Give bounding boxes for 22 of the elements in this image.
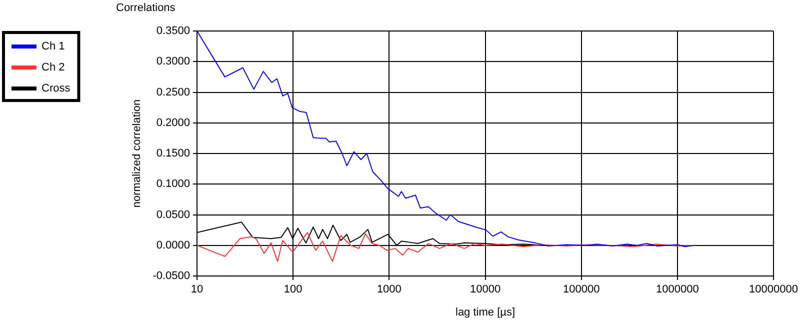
x-axis-title: lag time [µs] [456,306,516,318]
y-tick-label: 0.0500 [156,208,190,221]
legend-label: Ch 1 [42,40,65,53]
x-tick-label: 10 [190,284,204,296]
legend-label: Ch 2 [42,62,65,74]
chart-title: Correlations [116,2,176,14]
x-tick-label: 100000 [562,284,600,296]
y-tick-label: -0.0500 [152,270,190,282]
y-tick-label: 0.3500 [156,25,190,38]
y-tick-label: 0.0000 [156,239,190,252]
y-axis-title: normalized correlation [130,99,143,208]
x-tick-label: 10000000 [749,284,798,296]
y-tick-label: 0.2500 [156,86,190,98]
y-tick-label: 0.1500 [156,148,190,160]
y-tick-label: 0.2000 [156,116,190,129]
legend-label: Cross [42,82,71,95]
x-tick-label: 10000 [470,284,501,296]
x-tick-label: 1000000 [656,284,699,296]
x-tick-label: 1000 [376,284,402,296]
y-tick-label: 0.1000 [156,178,190,190]
x-tick-label: 100 [284,284,302,296]
y-tick-label: 0.3000 [156,56,190,68]
